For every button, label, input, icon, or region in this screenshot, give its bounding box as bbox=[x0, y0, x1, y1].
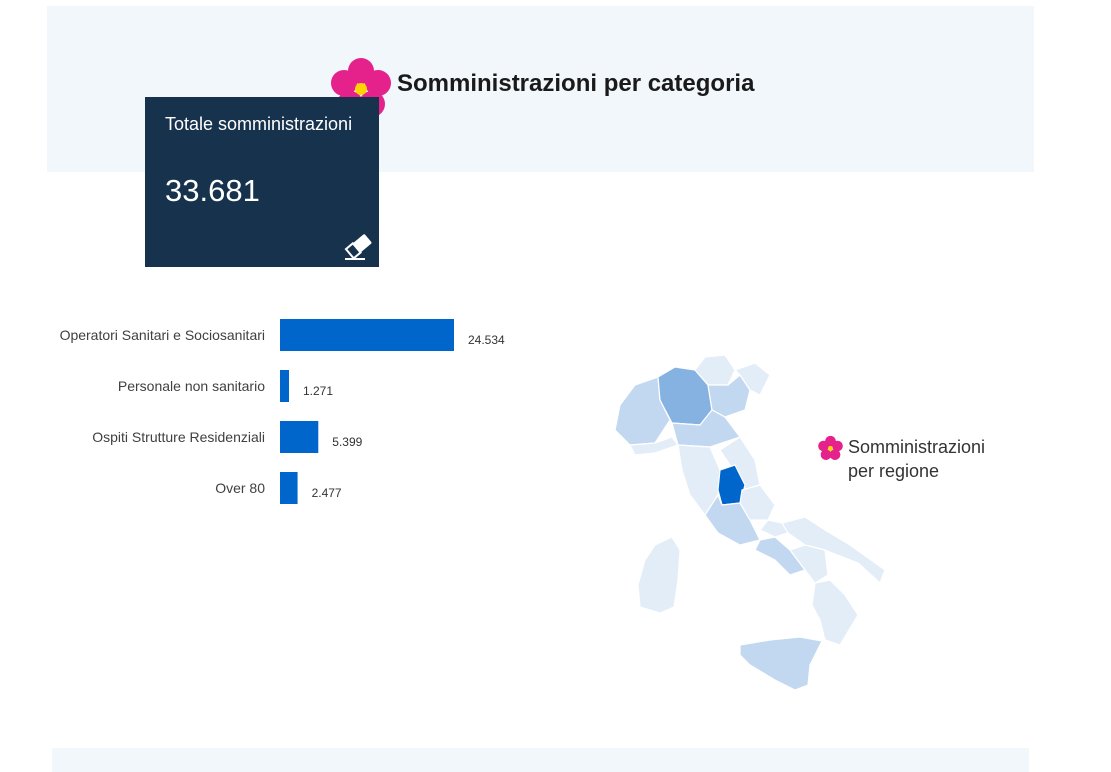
bar-value-label: 5.399 bbox=[332, 435, 362, 449]
total-value: 33.681 bbox=[165, 173, 260, 208]
footer-band bbox=[52, 748, 1029, 772]
category-bar-chart: Operatori Sanitari e Sociosanitari 24.534… bbox=[60, 319, 505, 504]
bar-3[interactable] bbox=[280, 472, 298, 504]
total-card: Totale somministrazioni 33.681 bbox=[145, 97, 379, 267]
total-label: Totale somministrazioni bbox=[165, 114, 353, 134]
region-section-title: Somministrazioni per regione bbox=[848, 437, 986, 481]
bar-category-label: Ospiti Strutture Residenziali bbox=[92, 429, 265, 445]
page-title: Somministrazioni per categoria bbox=[397, 70, 755, 97]
bar-1[interactable] bbox=[280, 370, 290, 402]
eraser-icon[interactable] bbox=[343, 231, 375, 261]
bar-2[interactable] bbox=[280, 421, 319, 453]
italy-region-map bbox=[614, 354, 886, 691]
region-molise[interactable] bbox=[759, 519, 789, 538]
bar-0[interactable] bbox=[280, 319, 454, 351]
region-sicilia[interactable] bbox=[739, 636, 823, 691]
flower-icon-small bbox=[818, 435, 843, 460]
region-puglia[interactable] bbox=[781, 516, 886, 584]
region-friuli[interactable] bbox=[734, 362, 771, 396]
bar-category-label: Over 80 bbox=[215, 480, 265, 496]
bar-value-label: 24.534 bbox=[468, 333, 505, 347]
region-calabria[interactable] bbox=[811, 579, 859, 646]
region-sardegna[interactable] bbox=[637, 536, 681, 614]
region-campania[interactable] bbox=[754, 536, 806, 576]
bar-value-label: 1.271 bbox=[303, 384, 333, 398]
bar-category-label: Operatori Sanitari e Sociosanitari bbox=[60, 327, 265, 343]
bar-value-label: 2.477 bbox=[312, 486, 342, 500]
bar-category-label: Personale non sanitario bbox=[118, 378, 265, 394]
